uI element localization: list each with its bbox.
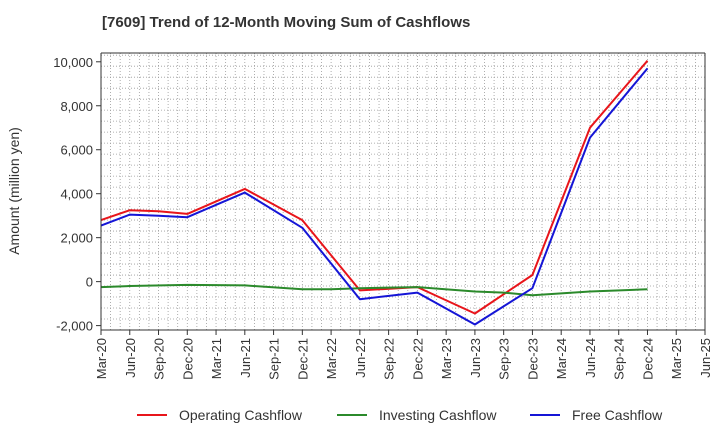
- legend-label: Investing Cashflow: [379, 407, 497, 423]
- x-tick-label: Dec-24: [640, 338, 655, 380]
- x-tick-label: Jun-21: [238, 338, 253, 378]
- x-tick-label: Jun-22: [353, 338, 368, 378]
- x-tick-label: Sep-23: [497, 338, 512, 380]
- x-tick-labels: Mar-20 Jun-20 Sep-20 Dec-20 Mar-21 Jun-21 Sep-…: [94, 330, 713, 380]
- legend-item-free-cashflow: Free Cashflow: [530, 404, 662, 426]
- x-tick-label: Sep-24: [612, 338, 627, 380]
- series-line-investing-cashflow: [100, 283, 648, 297]
- series-line-operating-cashflow: [100, 60, 649, 315]
- x-tick-label: Dec-20: [180, 338, 195, 380]
- x-tick-label: Jun-20: [123, 338, 138, 378]
- legend-swatch: [337, 414, 367, 416]
- x-tick-label: Jun-24: [583, 338, 598, 378]
- x-tick-label: Dec-22: [410, 338, 425, 380]
- legend-item-investing-cashflow: Investing Cashflow: [337, 404, 497, 426]
- legend-swatch: [137, 414, 167, 416]
- x-tick-label: Mar-23: [439, 338, 454, 379]
- y-tick-label: 4,000: [60, 187, 93, 202]
- legend-swatch: [530, 414, 560, 416]
- y-tick-label: 8,000: [60, 99, 93, 114]
- x-tick-label: Mar-25: [669, 338, 684, 379]
- legend: Operating Cashflow Investing Cashflow Free…: [0, 404, 720, 426]
- x-tick-label: Mar-24: [554, 338, 569, 379]
- y-tick-label: -2,000: [56, 319, 93, 334]
- chart-title: [7609] Trend of 12-Month Moving Sum of C…: [102, 14, 471, 31]
- x-tick-label: Dec-21: [295, 338, 310, 380]
- axes: [100, 52, 706, 331]
- y-tick-label: 0: [86, 275, 93, 290]
- x-tick-label: Dec-23: [525, 338, 540, 380]
- legend-label: Operating Cashflow: [179, 407, 302, 423]
- series-line-free-cashflow: [100, 67, 649, 326]
- y-tick-labels: -2,000 0 2,000 4,000 6,000 8,000 10,000: [53, 55, 101, 334]
- x-tick-label: Mar-21: [209, 338, 224, 379]
- x-tick-label: Sep-20: [152, 338, 167, 380]
- x-tick-label: Jun-25: [698, 338, 713, 378]
- line-chart: -2,000 0 2,000 4,000 6,000 8,000 10,000 Mar-20…: [6, 52, 713, 380]
- grid-lines: [100, 53, 705, 331]
- y-tick-label: 2,000: [60, 231, 93, 246]
- x-tick-label: Mar-20: [94, 338, 109, 379]
- y-axis-label: Amount (million yen): [6, 127, 22, 255]
- x-tick-label: Sep-21: [267, 338, 282, 380]
- x-tick-label: Jun-23: [468, 338, 483, 378]
- series-lines: [100, 60, 649, 326]
- x-tick-label: Sep-22: [382, 338, 397, 380]
- legend-label: Free Cashflow: [572, 407, 663, 423]
- legend-item-operating-cashflow: Operating Cashflow: [137, 404, 302, 426]
- x-tick-label: Mar-22: [324, 338, 339, 379]
- y-tick-label: 6,000: [60, 143, 93, 158]
- y-tick-label: 10,000: [53, 55, 93, 70]
